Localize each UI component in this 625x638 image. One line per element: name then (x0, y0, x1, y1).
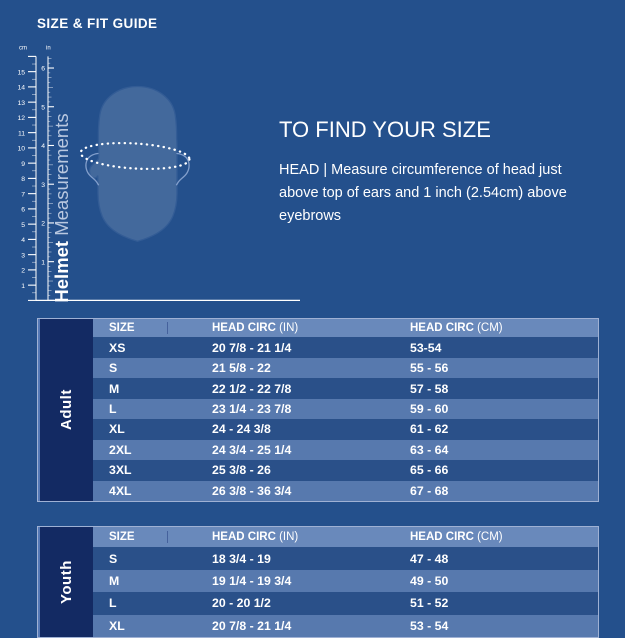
svg-text:12: 12 (17, 115, 25, 122)
svg-text:2: 2 (41, 221, 45, 228)
svg-text:4: 4 (41, 143, 45, 150)
svg-text:5: 5 (41, 104, 45, 111)
svg-text:4: 4 (21, 237, 25, 244)
svg-text:10: 10 (17, 146, 25, 153)
svg-text:7: 7 (21, 191, 25, 198)
svg-text:3: 3 (21, 252, 25, 259)
svg-text:9: 9 (21, 161, 25, 168)
svg-text:15: 15 (17, 69, 25, 76)
svg-text:3: 3 (41, 182, 45, 189)
svg-text:6: 6 (41, 66, 45, 73)
svg-text:13: 13 (17, 100, 25, 107)
svg-text:cm: cm (19, 45, 27, 51)
svg-text:2: 2 (21, 268, 25, 275)
svg-text:in: in (46, 45, 51, 51)
svg-text:1: 1 (21, 283, 25, 290)
svg-text:11: 11 (18, 130, 25, 137)
svg-text:14: 14 (17, 85, 25, 92)
svg-text:1: 1 (41, 259, 45, 266)
svg-text:5: 5 (21, 222, 25, 229)
svg-text:6: 6 (21, 207, 25, 214)
svg-text:8: 8 (21, 176, 25, 183)
